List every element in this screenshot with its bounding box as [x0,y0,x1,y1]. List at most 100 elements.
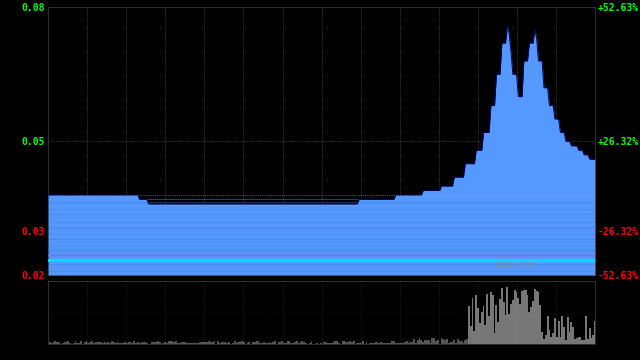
Bar [543,339,545,344]
Bar [486,294,488,344]
Bar [223,342,225,344]
Bar [362,341,364,344]
Bar [448,343,450,344]
Bar [382,343,384,344]
Bar [459,341,461,344]
Bar [221,342,223,344]
Bar [153,342,155,344]
Bar [408,343,410,344]
Bar [164,342,166,344]
Bar [593,336,595,344]
Bar [310,342,312,344]
Bar [182,342,184,344]
Bar [118,343,120,344]
Bar [152,342,153,344]
Bar [468,306,470,344]
Bar [346,342,348,344]
Bar [373,343,374,344]
Bar [556,337,557,344]
Bar [109,343,111,344]
Bar [529,312,530,344]
Bar [550,337,552,344]
Bar [252,342,254,344]
Bar [294,342,296,344]
Bar [190,343,191,344]
Bar [497,322,499,344]
Bar [453,341,455,344]
Bar [570,322,572,344]
Bar [292,342,294,344]
Bar [431,338,433,344]
Bar [329,343,331,344]
Bar [113,342,115,344]
Bar [89,342,91,344]
Bar [285,343,287,344]
Bar [199,342,201,344]
Bar [116,342,118,344]
Bar [239,342,241,344]
Bar [241,341,243,344]
Bar [208,341,210,344]
Bar [501,288,503,344]
Bar [517,298,519,344]
Bar [74,341,76,344]
Bar [413,339,415,344]
Bar [495,305,497,344]
Bar [335,341,336,344]
Bar [140,343,142,344]
Bar [557,321,559,344]
Bar [567,317,569,344]
Bar [296,341,298,344]
Bar [574,338,576,344]
Text: sina.com: sina.com [494,260,534,269]
Bar [54,341,56,344]
Bar [175,341,177,344]
Bar [232,343,234,344]
Bar [465,340,466,344]
Bar [100,342,102,344]
Bar [510,304,512,344]
Bar [142,342,144,344]
Bar [525,290,527,344]
Bar [333,342,335,344]
Bar [488,316,490,344]
Bar [338,343,340,344]
Bar [455,343,457,344]
Bar [420,340,422,344]
Bar [452,342,453,344]
Bar [371,343,373,344]
Bar [191,343,193,344]
Bar [308,343,310,344]
Bar [157,341,159,344]
Bar [369,343,371,344]
Bar [51,343,52,344]
Bar [228,342,230,344]
Bar [576,338,578,344]
Bar [127,342,129,344]
Bar [534,289,536,344]
Bar [365,342,367,344]
Bar [168,341,170,344]
Bar [402,343,404,344]
Bar [270,343,272,344]
Bar [440,338,442,344]
Bar [399,343,400,344]
Bar [56,342,58,344]
Bar [219,343,221,344]
Bar [516,292,517,344]
Bar [144,342,146,344]
Bar [193,343,195,344]
Bar [470,325,472,344]
Bar [210,342,212,344]
Bar [87,343,89,344]
Bar [561,316,563,344]
Bar [135,343,137,344]
Bar [179,343,180,344]
Bar [476,296,477,344]
Bar [585,316,587,344]
Bar [446,339,448,344]
Bar [320,343,321,344]
Bar [519,304,521,344]
Bar [344,341,346,344]
Bar [184,342,186,344]
